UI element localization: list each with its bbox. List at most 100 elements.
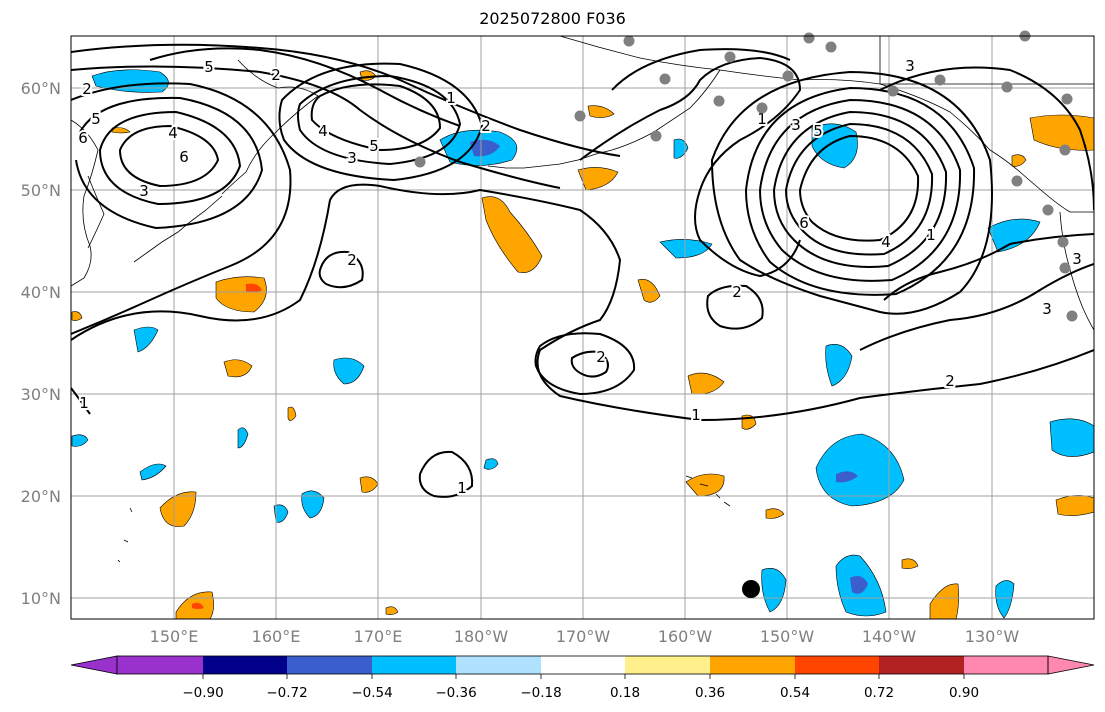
lat-label: 40°N: [21, 283, 61, 302]
blue-patch: [825, 344, 853, 387]
orange-patch: [215, 276, 267, 313]
contour-label: 3: [139, 182, 149, 200]
longitude-labels: 150°E 160°E 170°E 180°W 170°W 160°W 150°…: [150, 627, 1020, 646]
blue-patch: [133, 326, 159, 353]
contour: [859, 263, 1094, 351]
colorbar-tick-label: −0.18: [520, 685, 561, 701]
station-marker: [650, 130, 662, 142]
colorbar-frame: [116, 655, 1049, 675]
contour: [784, 122, 934, 256]
contour-label: 1: [757, 110, 767, 128]
red-core: [246, 283, 262, 293]
contour: [418, 450, 474, 498]
station-marker: [1059, 262, 1071, 274]
colorbar-segment: [964, 656, 1048, 674]
blue-patch: [995, 580, 1015, 619]
alaska-coastline: [559, 36, 1094, 213]
colorbar-segment: [203, 656, 287, 674]
contour-label: 2: [481, 117, 491, 135]
blue-patch: [273, 504, 289, 523]
station-marker: [1059, 144, 1071, 156]
map-title: 2025072800 F036: [479, 9, 626, 28]
blue-core: [836, 471, 858, 483]
orange-patch: [929, 583, 959, 619]
blue-patch: [483, 458, 499, 470]
contour-label: 5: [813, 122, 823, 140]
colorbar-segment: [625, 656, 710, 674]
contour: [98, 110, 242, 206]
orange-patch: [159, 491, 197, 527]
orange-patch: [637, 279, 661, 303]
station-marker: [934, 74, 946, 86]
colorbar-extend-right: [1047, 655, 1095, 675]
blue-patch: [139, 463, 167, 481]
station-marker: [713, 95, 725, 107]
contour-labels: 5 2 5 6 4 6 3 4 3 5 1 2 2 2 2 1 3 5 6 4 …: [76, 55, 1084, 499]
contour-label: 2: [596, 348, 606, 366]
contour-label: 2: [271, 66, 281, 84]
graticule: [71, 36, 1094, 619]
hawaii-islands: [685, 475, 731, 507]
lon-label: 140°W: [862, 627, 917, 646]
lat-label: 20°N: [21, 487, 61, 506]
colorbar-tick-label: 0.72: [864, 685, 894, 701]
orange-patch: [111, 127, 131, 134]
station-marker: [1011, 175, 1023, 187]
contour: [534, 332, 636, 396]
station-marker: [1057, 236, 1069, 248]
contour-label: 5: [204, 58, 214, 76]
lon-label: 170°W: [556, 627, 611, 646]
contour-label: 6: [799, 214, 809, 232]
lon-label: 150°E: [150, 627, 199, 646]
colorbar-tick-label: −0.72: [266, 685, 307, 701]
contour: [71, 387, 91, 415]
contour-label: 3: [905, 57, 915, 75]
lon-label: 130°W: [965, 627, 1020, 646]
contour-label: 4: [881, 233, 891, 251]
contour: [71, 82, 292, 335]
blue-patch: [659, 239, 713, 259]
blue-patch: [673, 138, 689, 159]
lat-label: 10°N: [21, 589, 61, 608]
contour: [798, 134, 920, 242]
orange-patch: [359, 476, 379, 493]
contour: [570, 350, 609, 378]
contour: [310, 83, 442, 152]
marshall-islands: [117, 507, 133, 563]
contour: [75, 96, 264, 230]
lat-label: 50°N: [21, 181, 61, 200]
station-marker: [623, 35, 635, 47]
colorbar-tick-label: 0.18: [610, 685, 640, 701]
blue-patch: [815, 433, 905, 507]
contour: [758, 98, 962, 282]
contour: [744, 86, 976, 296]
contour-label: 4: [168, 124, 178, 142]
contour-label: 2: [732, 283, 742, 301]
canada-boundary: [879, 36, 1094, 85]
orange-patch: [71, 311, 83, 321]
contour-label: 3: [1042, 300, 1052, 318]
colorbar-tick-label: −0.36: [435, 685, 476, 701]
contour: [118, 124, 220, 188]
station-marker: [1066, 310, 1078, 322]
station-marker: [756, 102, 768, 114]
contour: [883, 233, 1094, 301]
station-marker: [1042, 204, 1054, 216]
station-marker: [724, 51, 736, 63]
contour: [278, 62, 484, 182]
blue-patch: [71, 434, 89, 447]
orange-patch: [1029, 114, 1094, 151]
orange-patch: [901, 558, 919, 569]
contour: [772, 110, 948, 268]
station-marker: [782, 70, 794, 82]
colorbar-tick-label: −0.54: [351, 685, 392, 701]
station-markers: [414, 30, 1078, 322]
contour: [71, 183, 1094, 422]
blue-patch: [761, 568, 787, 613]
blue-core: [850, 576, 868, 594]
orange-patch: [1011, 154, 1027, 167]
contour-label: 1: [79, 394, 89, 412]
orange-patch: [587, 105, 615, 118]
contour: [710, 70, 993, 315]
